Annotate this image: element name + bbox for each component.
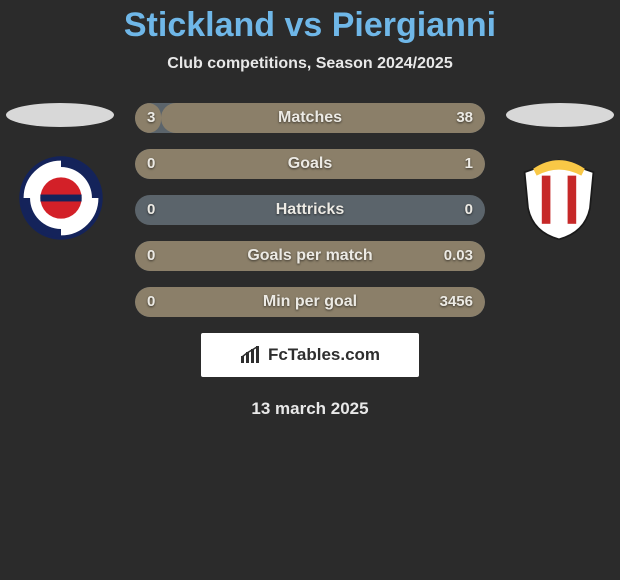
stat-label: Min per goal xyxy=(135,287,485,317)
comparison-date: 13 march 2025 xyxy=(0,399,620,419)
stat-bar: 338Matches xyxy=(135,103,485,133)
club-crest-left xyxy=(18,155,104,241)
comparison-title: Stickland vs Piergianni xyxy=(0,0,620,45)
player-photo-placeholder-right xyxy=(506,103,614,127)
stat-label: Goals xyxy=(135,149,485,179)
player-photo-placeholder-left xyxy=(6,103,114,127)
brand-box[interactable]: FcTables.com xyxy=(201,333,419,377)
stat-bar: 03456Min per goal xyxy=(135,287,485,317)
comparison-subtitle: Club competitions, Season 2024/2025 xyxy=(0,55,620,73)
stat-label: Goals per match xyxy=(135,241,485,271)
club-crest-right xyxy=(516,155,602,241)
stat-label: Hattricks xyxy=(135,195,485,225)
comparison-stage: 338Matches 01Goals 00Hattricks 00.03Goals p… xyxy=(0,103,620,317)
bar-chart-icon xyxy=(240,346,262,364)
stevenage-badge-icon xyxy=(516,155,602,241)
brand-text: FcTables.com xyxy=(268,345,380,365)
stat-bar: 01Goals xyxy=(135,149,485,179)
stats-bars: 338Matches 01Goals 00Hattricks 00.03Goals p… xyxy=(135,103,485,317)
stat-bar: 00Hattricks xyxy=(135,195,485,225)
stat-label: Matches xyxy=(135,103,485,133)
reading-badge-icon xyxy=(18,155,104,241)
stat-bar: 00.03Goals per match xyxy=(135,241,485,271)
